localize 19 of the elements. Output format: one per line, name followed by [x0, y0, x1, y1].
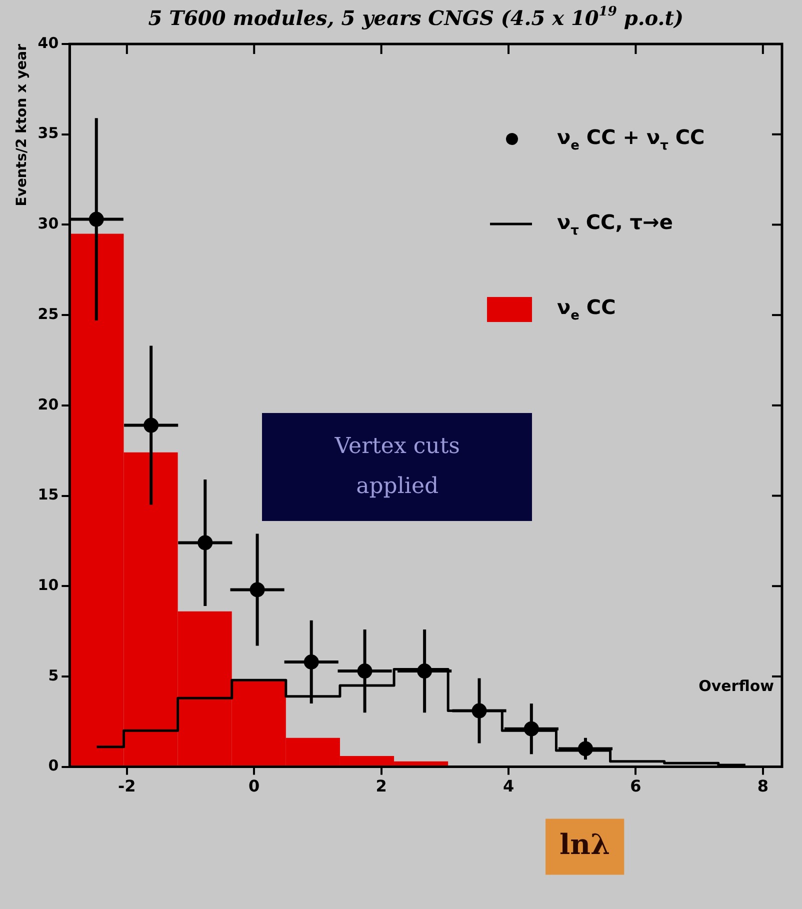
y-tick-label: 20	[38, 395, 59, 414]
x-axis-title: lnλ	[560, 828, 610, 862]
y-tick-label: 10	[38, 576, 59, 594]
y-tick-label: 40	[38, 34, 59, 52]
x-tick-label: 2	[376, 776, 387, 796]
x-tick-label: 6	[630, 776, 642, 796]
y-tick-label: 15	[38, 486, 59, 504]
y-tick-label: 5	[48, 666, 59, 684]
x-tick-label: 8	[757, 776, 768, 796]
y-tick-label: 35	[38, 124, 59, 142]
annotation: Overflow	[698, 677, 774, 696]
x-tick-label: 0	[248, 776, 260, 796]
y-tick-label: 30	[38, 214, 59, 233]
y-tick-label: 25	[38, 304, 59, 323]
y-tick-label: 0	[48, 756, 59, 775]
y-axis-title: Events/2 kton x year	[14, 44, 30, 206]
x-tick-label: -2	[118, 776, 136, 796]
text-box: Vertex cuts applied	[262, 412, 532, 521]
x-tick-label: 4	[502, 776, 514, 796]
